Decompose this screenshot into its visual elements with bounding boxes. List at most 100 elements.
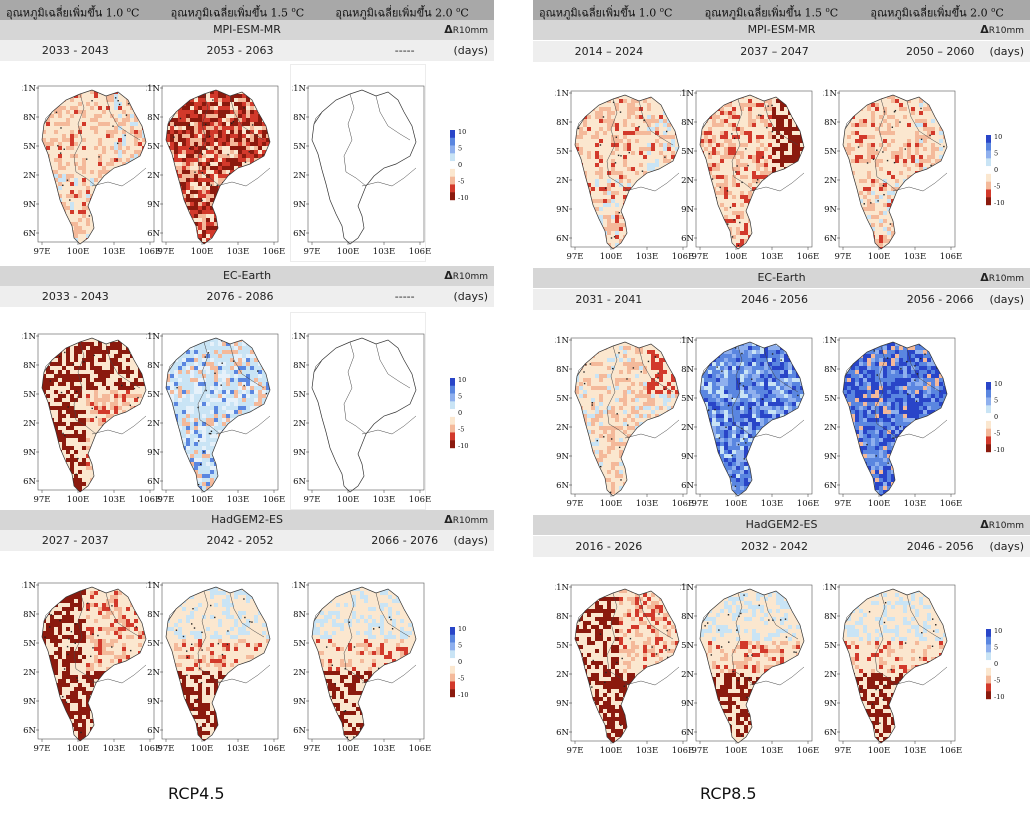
lat-tick-label: 9N bbox=[23, 448, 36, 458]
lon-tick-label: 100E bbox=[67, 744, 89, 754]
lon-tick-label: 100E bbox=[337, 744, 359, 754]
country-border bbox=[75, 171, 97, 187]
lat-tick-label: 9N bbox=[824, 452, 837, 462]
delta-r10mm-label: ΔR10mm bbox=[980, 518, 1024, 531]
map-1-5c: 21N 18N 15N 12N 9N 6N 97E 100E 103E 106E bbox=[146, 565, 286, 755]
lat-tick-label: 9N bbox=[681, 205, 694, 215]
lon-tick-label: 106E bbox=[797, 499, 819, 509]
lon-tick-label: 97E bbox=[691, 746, 708, 756]
thailand-map: 21N 18N 15N 12N 9N 6N 97E 100E 103E 106E bbox=[823, 583, 962, 756]
period-label: 2016 - 2026 bbox=[575, 540, 643, 553]
period-label: 2037 – 2047 bbox=[740, 45, 809, 58]
lat-tick-label: 6N bbox=[293, 726, 306, 736]
colorbar-swatch bbox=[450, 432, 455, 441]
colorbar-swatch bbox=[450, 385, 455, 394]
lat-tick-label: 9N bbox=[23, 200, 36, 210]
lat-tick-label: 6N bbox=[147, 477, 160, 487]
country-border bbox=[167, 608, 177, 622]
period-label: 2056 - 2066 bbox=[906, 293, 974, 306]
colorbar-holder: 10 5 0 -5 -10 bbox=[446, 376, 480, 452]
lon-tick-label: 106E bbox=[797, 746, 819, 756]
lat-tick-label: 18N bbox=[146, 361, 161, 371]
map-1-5c: 21N 18N 15N 12N 9N 6N 97E 100E 103E 106E bbox=[146, 316, 286, 506]
lat-tick-label: 18N bbox=[146, 113, 161, 123]
lat-tick-label: 21N bbox=[292, 581, 307, 591]
unit-label: (days) bbox=[989, 540, 1024, 553]
period-bar: 2033 - 2043 2053 - 2063 ----- (days) bbox=[0, 40, 494, 61]
colorbar: 10 5 0 -5 -10 bbox=[450, 376, 468, 450]
lat-tick-label: 12N bbox=[680, 670, 695, 680]
coastline bbox=[699, 588, 805, 744]
lat-tick-label: 15N bbox=[146, 390, 161, 400]
lon-tick-label: 103E bbox=[636, 499, 658, 509]
colorbar-swatch bbox=[986, 166, 991, 175]
colorbar-swatch bbox=[450, 658, 455, 667]
country-border bbox=[876, 176, 898, 192]
lat-tick-label: 21N bbox=[292, 84, 307, 94]
colorbar-swatch bbox=[450, 176, 455, 185]
lon-tick-label: 97E bbox=[691, 252, 708, 262]
colorbar-tick-label: 0 bbox=[458, 658, 462, 666]
colorbar-tick-label: -5 bbox=[458, 426, 464, 434]
lat-tick-label: 15N bbox=[22, 390, 37, 400]
colorbar-swatch bbox=[986, 142, 991, 151]
country-border bbox=[733, 670, 755, 686]
lon-tick-label: 106E bbox=[409, 247, 431, 257]
colorbar-tick-label: 5 bbox=[458, 393, 462, 401]
colorbar-swatch bbox=[986, 675, 991, 684]
country-border bbox=[731, 592, 743, 672]
thailand-map: 21N 18N 15N 12N 9N 6N 97E 100E 103E 106E bbox=[22, 332, 161, 505]
lon-tick-label: 100E bbox=[67, 495, 89, 505]
country-border bbox=[91, 415, 147, 435]
lon-tick-label: 103E bbox=[227, 495, 249, 505]
country-border bbox=[892, 419, 948, 439]
lat-tick-label: 18N bbox=[823, 365, 838, 375]
coastline bbox=[842, 588, 948, 744]
colorbar-swatch bbox=[450, 681, 455, 690]
lat-tick-label: 12N bbox=[292, 668, 307, 678]
country-border bbox=[892, 172, 948, 192]
lon-tick-label: 100E bbox=[337, 247, 359, 257]
colorbar-swatch bbox=[450, 424, 455, 433]
colorbar-swatch bbox=[986, 181, 991, 190]
coastline bbox=[165, 89, 271, 245]
lat-tick-label: 9N bbox=[556, 699, 569, 709]
country-border bbox=[749, 419, 805, 439]
colorbar-swatch bbox=[986, 636, 991, 645]
map-outline-frame bbox=[290, 64, 426, 262]
country-border bbox=[701, 116, 711, 130]
lon-tick-label: 103E bbox=[373, 247, 395, 257]
country-border bbox=[313, 111, 323, 125]
colorbar-tick-label: 0 bbox=[994, 166, 998, 174]
lon-tick-label: 100E bbox=[191, 495, 213, 505]
colorbar-swatch bbox=[450, 378, 455, 386]
country-border bbox=[701, 363, 711, 377]
lon-tick-label: 100E bbox=[337, 495, 359, 505]
colorbar-swatch bbox=[450, 627, 455, 635]
lon-tick-label: 97E bbox=[157, 495, 174, 505]
thailand-map: 21N 18N 15N 12N 9N 6N 97E 100E 103E 106E bbox=[146, 581, 285, 754]
lat-tick-label: 15N bbox=[680, 147, 695, 157]
lat-tick-label: 6N bbox=[824, 728, 837, 738]
colorbar-swatch bbox=[986, 683, 991, 692]
lon-tick-label: 106E bbox=[940, 252, 962, 262]
colorbar-swatch bbox=[450, 416, 455, 425]
lat-tick-label: 15N bbox=[823, 394, 838, 404]
colorbar-tick-label: -5 bbox=[458, 675, 464, 683]
colorbar-swatch bbox=[986, 135, 991, 143]
country-border bbox=[73, 93, 85, 173]
colorbar: 10 5 0 -5 -10 bbox=[986, 627, 1004, 701]
lat-tick-label: 18N bbox=[680, 365, 695, 375]
lon-tick-label: 103E bbox=[373, 744, 395, 754]
map-1-5c: 21N 18N 15N 12N 9N 6N 97E 100E 103E 106E bbox=[680, 567, 820, 757]
header-warming-1-5: อุณหภูมิเฉลี่ยเพิ่มขึ้น 1.5 oC bbox=[704, 6, 839, 20]
map-2-0c: 21N 18N 15N 12N 9N 6N 97E 100E 103E 106E bbox=[292, 565, 432, 755]
country-border bbox=[624, 419, 680, 439]
colorbar-swatch bbox=[450, 161, 455, 170]
lat-tick-label: 9N bbox=[147, 200, 160, 210]
lon-tick-label: 103E bbox=[761, 746, 783, 756]
lat-tick-label: 21N bbox=[146, 84, 161, 94]
thailand-map: 21N 18N 15N 12N 9N 6N 97E 100E 103E 106E bbox=[292, 84, 431, 257]
lon-tick-label: 106E bbox=[139, 247, 161, 257]
lon-tick-label: 100E bbox=[67, 247, 89, 257]
